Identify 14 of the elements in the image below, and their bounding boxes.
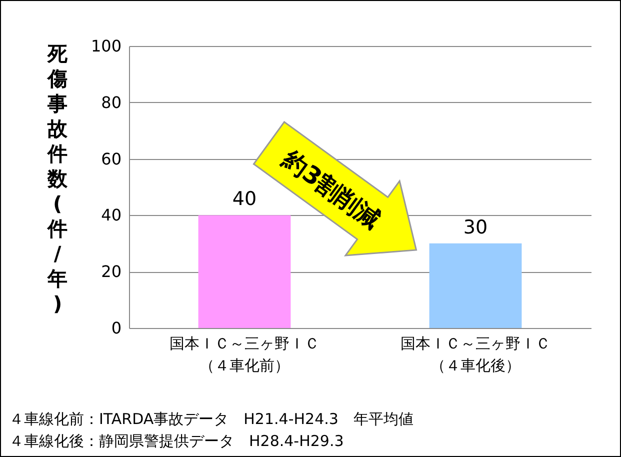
x-tick-label: 国本ＩＣ～三ヶ野ＩＣ（４車化後） (400, 334, 550, 374)
y-tick-label: 80 (101, 92, 122, 112)
y-tick-label: 0 (111, 318, 122, 338)
y-tick-label: 40 (101, 206, 122, 225)
annotation: 約3割削減 (276, 144, 386, 234)
x-tick-label: 国本ＩＣ～三ヶ野ＩＣ（４車化前） (170, 334, 320, 374)
text: ４車線化後：静岡県警提供データ H28.4-H29.3 (9, 431, 345, 452)
text: ４車線化前：ITARDA事故データ H21.4-H24.3 年平均値 (9, 409, 414, 430)
text: 死傷事故件数(件/年) (48, 42, 68, 316)
data-label: 40 (232, 188, 257, 210)
y-tick-label: 60 (101, 149, 122, 168)
y-tick-label: 100 (90, 36, 122, 56)
data-label: 30 (463, 216, 488, 238)
y-tick-label: 20 (101, 262, 122, 282)
